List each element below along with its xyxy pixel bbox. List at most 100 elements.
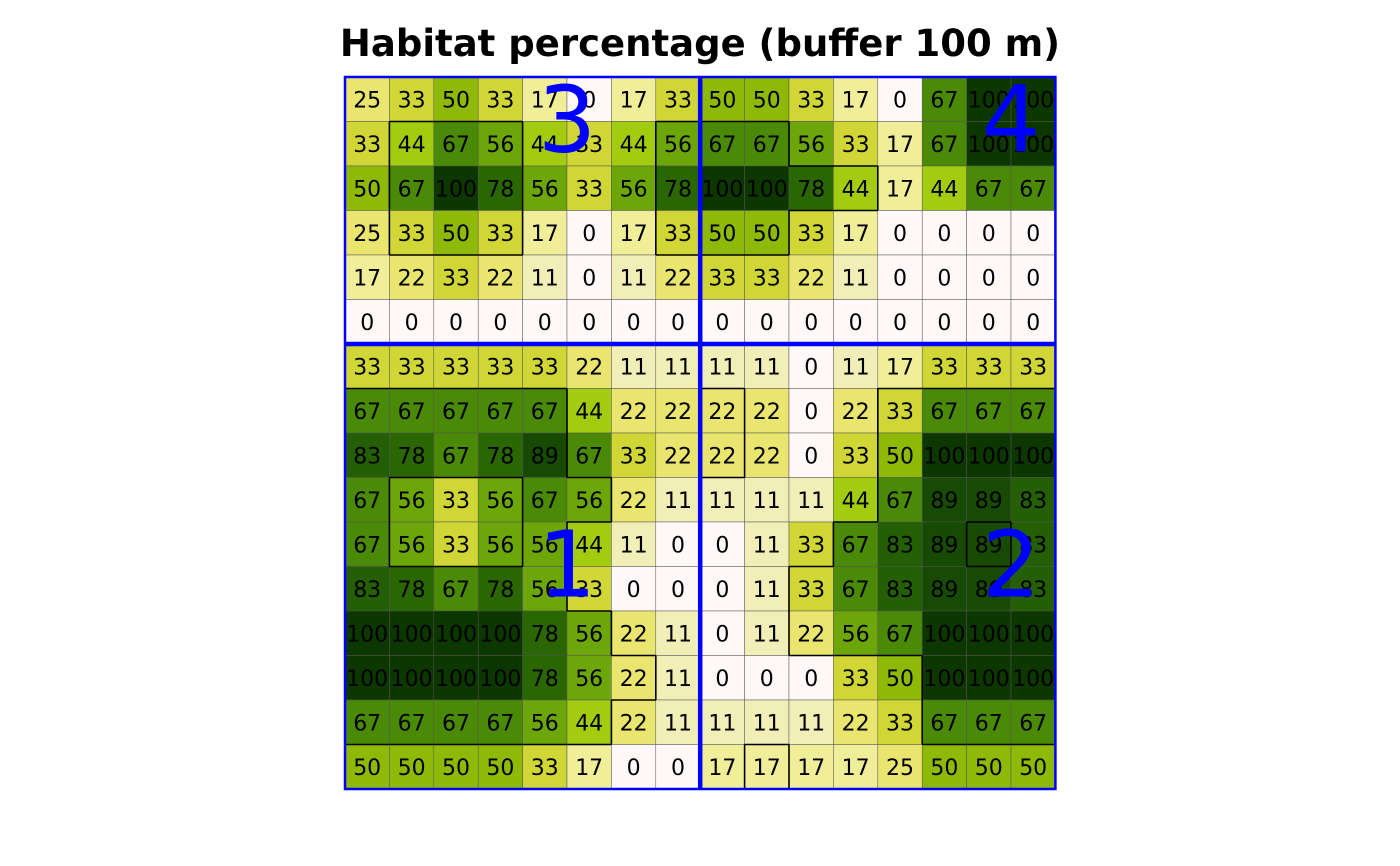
heatmap-cell bbox=[655, 76, 701, 122]
heatmap-cell bbox=[877, 610, 923, 656]
heatmap-cell bbox=[389, 299, 435, 345]
heatmap-cell bbox=[389, 610, 435, 656]
heatmap-cell bbox=[833, 254, 879, 300]
heatmap-cell bbox=[966, 388, 1012, 434]
heatmap-cell bbox=[788, 388, 834, 434]
cell-value-label: 33 bbox=[575, 177, 603, 202]
cell-value-label: 33 bbox=[797, 533, 825, 558]
cell-value-label: 17 bbox=[620, 222, 648, 247]
heatmap-cell bbox=[1010, 432, 1056, 478]
cell-value-label: 100 bbox=[923, 444, 965, 469]
heatmap-cell bbox=[833, 76, 879, 122]
heatmap-cell bbox=[833, 610, 879, 656]
heatmap-cell bbox=[1010, 210, 1056, 256]
heatmap-cell bbox=[966, 165, 1012, 211]
heatmap-cell bbox=[477, 699, 523, 745]
heatmap-cell bbox=[611, 299, 657, 345]
heatmap-cell bbox=[655, 477, 701, 523]
heatmap-cell bbox=[477, 343, 523, 389]
cell-value-label: 83 bbox=[1019, 533, 1047, 558]
cell-value-label: 56 bbox=[531, 578, 559, 603]
cell-value-label: 89 bbox=[930, 578, 958, 603]
cell-value-label: 78 bbox=[398, 578, 426, 603]
cell-value-label: 89 bbox=[930, 489, 958, 514]
heatmap-cell bbox=[877, 744, 923, 790]
cell-value-label: 50 bbox=[886, 444, 914, 469]
cell-value-label: 22 bbox=[753, 400, 781, 425]
cell-value-label: 44 bbox=[398, 133, 426, 158]
heatmap-cell bbox=[744, 699, 790, 745]
cell-value-label: 0 bbox=[760, 667, 774, 692]
cell-value-label: 67 bbox=[886, 489, 914, 514]
cell-value-label: 100 bbox=[968, 88, 1010, 113]
cell-value-label: 67 bbox=[486, 400, 514, 425]
cell-value-label: 11 bbox=[753, 533, 781, 558]
cell-value-label: 100 bbox=[1012, 667, 1054, 692]
cell-value-label: 67 bbox=[486, 711, 514, 736]
cell-value-label: 0 bbox=[715, 622, 729, 647]
cell-value-label: 100 bbox=[435, 177, 477, 202]
cell-value-label: 67 bbox=[531, 400, 559, 425]
cell-value-label: 67 bbox=[930, 711, 958, 736]
cell-value-label: 44 bbox=[842, 489, 870, 514]
cell-value-label: 83 bbox=[353, 578, 381, 603]
heatmap-cell bbox=[877, 477, 923, 523]
cell-value-label: 0 bbox=[671, 578, 685, 603]
cell-value-label: 33 bbox=[664, 222, 692, 247]
cell-value-label: 67 bbox=[575, 444, 603, 469]
cell-value-label: 44 bbox=[575, 533, 603, 558]
heatmap-cell bbox=[611, 76, 657, 122]
cell-value-label: 56 bbox=[486, 489, 514, 514]
heatmap-cell bbox=[344, 76, 390, 122]
heatmap-cell bbox=[477, 521, 523, 567]
heatmap-cell bbox=[921, 76, 967, 122]
cell-value-label: 25 bbox=[886, 756, 914, 781]
chart-title: Habitat percentage (buffer 100 m) bbox=[339, 22, 1061, 65]
heatmap-cell bbox=[433, 343, 479, 389]
heatmap-cell bbox=[1010, 655, 1056, 701]
heatmap-cell bbox=[522, 477, 568, 523]
heatmap-cell bbox=[566, 299, 612, 345]
cell-value-label: 67 bbox=[398, 177, 426, 202]
heatmap-cell bbox=[433, 76, 479, 122]
cell-value-label: 78 bbox=[664, 177, 692, 202]
cell-value-label: 33 bbox=[575, 578, 603, 603]
cell-value-label: 33 bbox=[886, 400, 914, 425]
heatmap-cell bbox=[389, 477, 435, 523]
cell-value-label: 100 bbox=[391, 667, 433, 692]
heatmap-cell bbox=[788, 744, 834, 790]
cell-value-label: 56 bbox=[486, 533, 514, 558]
heatmap-cell bbox=[1010, 76, 1056, 122]
heatmap-cell bbox=[344, 388, 390, 434]
cell-value-label: 83 bbox=[1019, 578, 1047, 603]
heatmap-cell bbox=[655, 432, 701, 478]
heatmap-cell bbox=[921, 521, 967, 567]
heatmap-cell bbox=[877, 165, 923, 211]
cell-value-label: 67 bbox=[1019, 177, 1047, 202]
cell-value-label: 0 bbox=[405, 311, 419, 336]
heatmap-cell bbox=[389, 165, 435, 211]
heatmap-cell bbox=[744, 121, 790, 167]
cell-value-label: 0 bbox=[538, 311, 552, 336]
cell-value-label: 33 bbox=[531, 355, 559, 380]
cell-value-label: 0 bbox=[760, 311, 774, 336]
cell-value-label: 33 bbox=[797, 222, 825, 247]
cell-value-label: 50 bbox=[486, 756, 514, 781]
heatmap-cell bbox=[699, 121, 745, 167]
cell-value-label: 67 bbox=[975, 711, 1003, 736]
heatmap-cell bbox=[877, 254, 923, 300]
cell-value-label: 33 bbox=[842, 133, 870, 158]
cell-value-label: 100 bbox=[968, 667, 1010, 692]
heatmap-cell bbox=[433, 210, 479, 256]
quadrant-dividers-layer bbox=[343, 75, 1057, 791]
cell-value-label: 22 bbox=[708, 400, 736, 425]
heatmap-cell bbox=[921, 610, 967, 656]
heatmap-cell bbox=[477, 121, 523, 167]
cell-value-label: 56 bbox=[620, 177, 648, 202]
cell-value-label: 22 bbox=[842, 400, 870, 425]
cell-value-label: 50 bbox=[753, 88, 781, 113]
heatmap-cell bbox=[344, 121, 390, 167]
heatmap-cell bbox=[344, 566, 390, 612]
heatmap-cell bbox=[921, 210, 967, 256]
cell-value-label: 0 bbox=[582, 266, 596, 291]
